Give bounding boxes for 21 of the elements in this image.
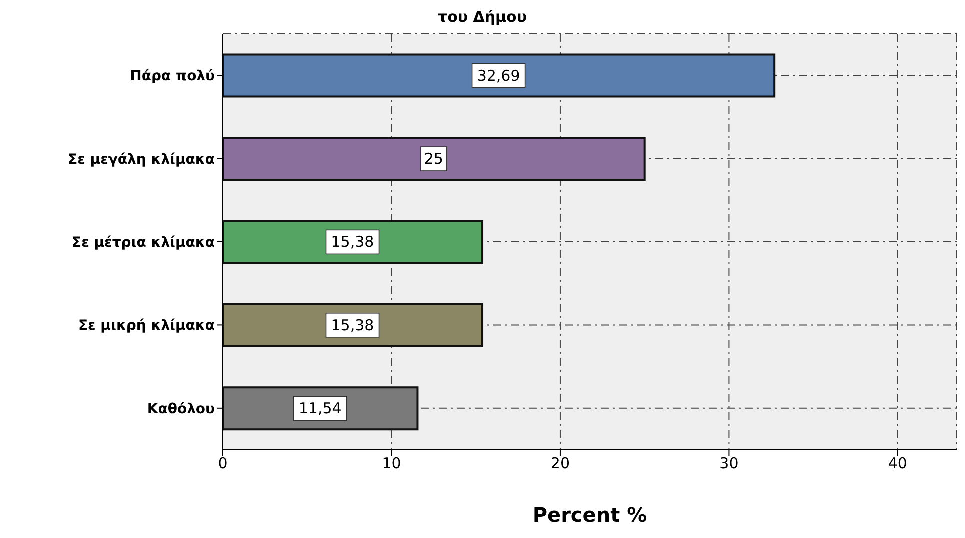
data-label: 11,54 — [298, 400, 342, 418]
data-label: 15,38 — [331, 233, 374, 252]
bar — [223, 54, 776, 98]
y-tick-label: Σε μικρή κλίμακα — [78, 318, 216, 334]
y-tick-label: Καθόλου — [147, 401, 215, 418]
x-tick-label: 30 — [720, 454, 739, 473]
bar — [223, 137, 646, 181]
x-axis-title: Percent % — [532, 503, 648, 527]
x-tick-label: 40 — [888, 454, 908, 473]
data-label: 15,38 — [331, 316, 374, 334]
bar — [223, 220, 484, 264]
y-tick-label: Σε μεγάλη κλίμακα — [68, 152, 216, 168]
x-tick-label: 0 — [218, 454, 228, 473]
bar — [223, 303, 484, 348]
chart-title: του Δήμου — [437, 8, 528, 26]
data-label: 25 — [424, 150, 444, 168]
data-label: 32,69 — [477, 66, 520, 85]
y-tick-label: Σε μέτρια κλίμακα — [72, 234, 216, 251]
x-tick-label: 20 — [550, 454, 570, 473]
y-tick-label: Πάρα πολύ — [130, 68, 215, 85]
x-tick-label: 10 — [382, 454, 402, 473]
